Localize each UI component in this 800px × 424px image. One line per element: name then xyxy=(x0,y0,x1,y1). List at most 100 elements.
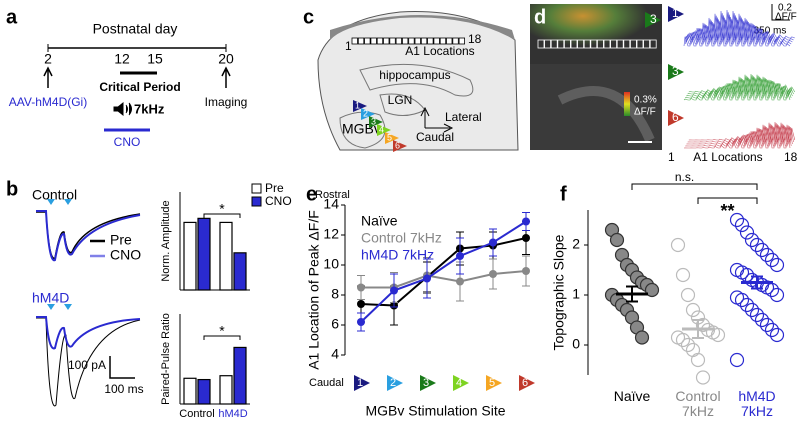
a1-box xyxy=(537,39,545,49)
significance-label: * xyxy=(219,323,225,339)
imaging-trace xyxy=(686,124,793,145)
y-axis-label: Topographic Slope xyxy=(551,234,567,350)
imaging-trace xyxy=(686,76,793,97)
point xyxy=(675,332,691,348)
point xyxy=(754,242,770,258)
cortex-edge xyxy=(330,15,515,40)
point xyxy=(680,337,696,353)
scale-bar xyxy=(109,356,135,379)
a1-box xyxy=(439,37,447,45)
trace-group-label: Control xyxy=(32,187,77,203)
site-marker xyxy=(645,12,661,28)
imaging-trace xyxy=(683,121,791,149)
significance-label: ** xyxy=(720,201,734,221)
direction-label: Caudal xyxy=(416,130,454,144)
panel-letter: c xyxy=(303,6,314,28)
point xyxy=(522,217,530,226)
point xyxy=(522,267,530,275)
point xyxy=(764,322,780,338)
a1-box xyxy=(610,39,617,49)
timeline: Postnatal day 2 12 15 20 AAV-hM4D(Gi) Cr… xyxy=(9,21,248,149)
imaging-trace xyxy=(683,73,791,101)
y-tick-label: 4 xyxy=(331,346,339,362)
series-line xyxy=(361,270,527,289)
day-label: 12 xyxy=(114,51,130,67)
point xyxy=(729,352,745,368)
arrow xyxy=(43,66,53,88)
x-tick-marker xyxy=(387,375,403,391)
point xyxy=(357,318,365,326)
series-line xyxy=(360,237,527,307)
a1-box xyxy=(357,37,365,45)
region-label: LGN xyxy=(388,93,413,107)
bar xyxy=(183,221,197,291)
colorbar-label: 0.3% xyxy=(634,95,657,106)
a1-start: 1 xyxy=(345,39,352,53)
site-marker xyxy=(393,140,407,152)
traces: Control Pre CNO hM4D 100 pA 100 ms xyxy=(32,187,144,407)
a1-box xyxy=(630,39,637,49)
point xyxy=(690,352,706,368)
x-tick-marker xyxy=(519,375,535,391)
y-tick-label: 8 xyxy=(331,286,339,302)
a1-box xyxy=(427,37,434,45)
scale-label: 100 ms xyxy=(104,382,143,396)
a1-box xyxy=(570,39,578,49)
point xyxy=(685,302,701,318)
bar xyxy=(219,221,233,291)
point xyxy=(423,274,431,283)
significance-bracket xyxy=(203,213,241,218)
a1-box xyxy=(351,37,358,45)
x-tick-label: 5 xyxy=(489,377,495,389)
scale-label: 350 ms xyxy=(754,26,787,37)
y-tick-label: 6 xyxy=(331,316,339,332)
a1-box xyxy=(577,39,584,49)
bar xyxy=(233,346,247,405)
legend-label: Naïve xyxy=(361,213,398,229)
cno-label: CNO xyxy=(114,135,141,149)
legend-label: Control 7kHz xyxy=(361,230,442,246)
a1-box xyxy=(550,39,558,49)
a1-end: 18 xyxy=(468,32,482,46)
legend-swatch xyxy=(251,196,262,207)
point xyxy=(759,317,775,333)
a1-box xyxy=(590,39,598,49)
tone-label: 7kHz xyxy=(134,101,165,116)
scale-label: ΔF/F xyxy=(775,12,797,23)
a1-box xyxy=(389,37,396,45)
stim-marker xyxy=(47,304,72,310)
hippocampus-outline xyxy=(359,63,474,97)
significance-label: * xyxy=(219,201,225,217)
point xyxy=(634,330,650,345)
legend-label: CNO xyxy=(265,194,292,208)
site-marker xyxy=(385,132,399,144)
imaging-label: Imaging xyxy=(205,95,248,109)
error-bar xyxy=(626,285,638,303)
colorbar-label: ΔF/F xyxy=(634,107,656,118)
a1-box xyxy=(452,37,459,45)
point xyxy=(744,232,760,248)
y-tick-label: 14 xyxy=(323,196,339,212)
day-label: 15 xyxy=(147,51,163,67)
point xyxy=(744,302,760,318)
imaging-trace xyxy=(688,19,795,39)
panel-letter: f xyxy=(560,183,567,205)
a1-box xyxy=(458,37,466,45)
site-label: 6 xyxy=(395,140,400,150)
error-bar xyxy=(751,275,763,290)
imaging-trace xyxy=(685,123,792,147)
y-tick-label: 10 xyxy=(323,256,339,272)
stim-marker xyxy=(47,199,72,205)
a1-box xyxy=(364,37,371,45)
a1-box xyxy=(557,39,565,49)
speaker-icon xyxy=(113,101,132,117)
site-label: 3 xyxy=(371,116,376,126)
anatomy: 1 18 A1 Locations hippocampus LGN MGBv L… xyxy=(317,11,519,151)
point xyxy=(489,238,497,247)
panel-letter: b xyxy=(6,178,18,200)
panel-letter: e xyxy=(306,183,317,205)
imaging-trace xyxy=(685,75,792,99)
axis-label: 1 xyxy=(668,150,675,164)
x-tick-marker xyxy=(420,375,436,391)
row-label: 1 xyxy=(672,6,679,20)
